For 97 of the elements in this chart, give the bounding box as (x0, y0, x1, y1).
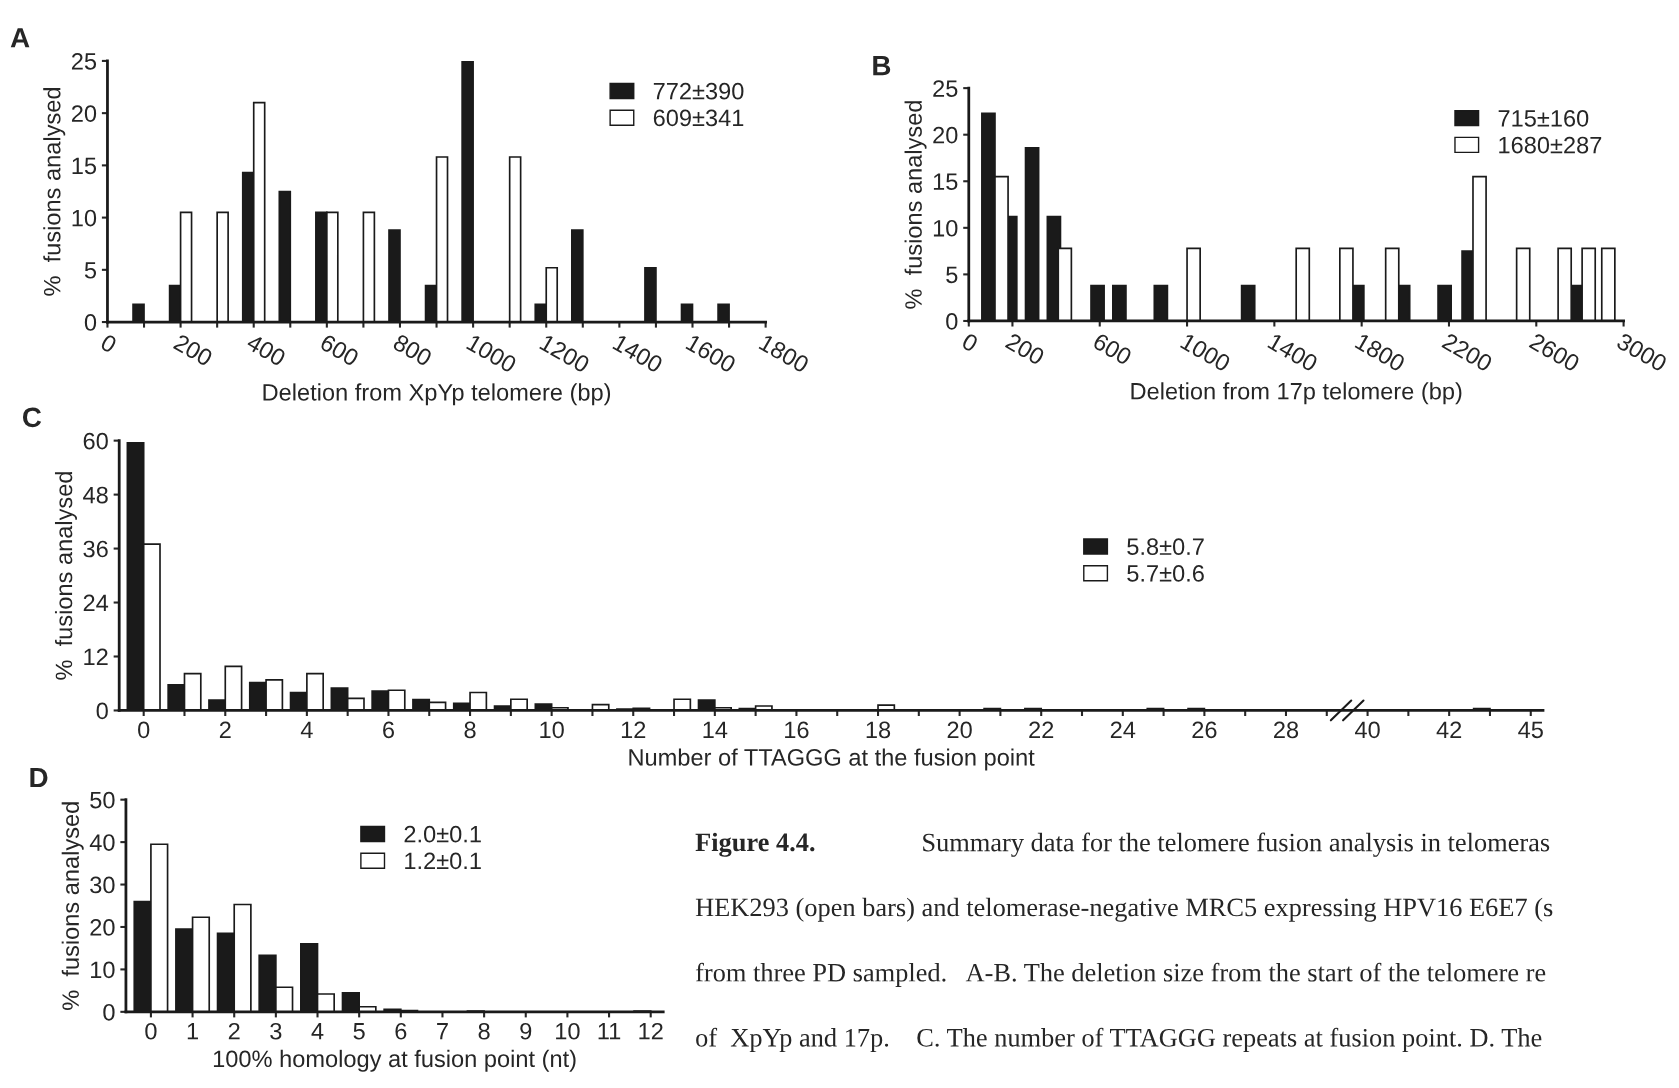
x-axis-title: 100% homology at fusion point (nt) (213, 1049, 576, 1072)
y-tick-label: 20 (90, 919, 115, 936)
x-tick-label: 0 (145, 1022, 157, 1040)
x-axis-title: Deletion from 17p telomere (bp) (1131, 382, 1462, 405)
legend-label: 1680±287 (1499, 136, 1602, 154)
y-tick-label: 12 (84, 648, 108, 666)
y-axis-title: % fusions analysed (61, 802, 84, 1010)
y-tick-label: 48 (83, 486, 108, 504)
y-tick-label: 25 (933, 80, 958, 97)
x-tick-label: 1800 (1354, 332, 1407, 373)
x-axis-title: Number of TTAGGG at the fusion point (629, 748, 1035, 771)
x-tick-label: 2 (219, 721, 231, 738)
x-tick-label: 3000 (1615, 332, 1668, 373)
x-axis-title: Deletion from XpYp telomere (bp) (263, 383, 611, 406)
x-tick-label: 40 (1354, 721, 1380, 739)
x-tick-label: 2200 (1441, 332, 1494, 373)
y-tick-label: 5 (84, 262, 97, 279)
y-tick-label: 0 (103, 1003, 115, 1021)
text: Summary data for the telomere fusion analysis in telomeras (923, 832, 1550, 857)
y-tick-label: 50 (90, 791, 115, 809)
text: from three PD sampled. A-B. The deletion size from the start of the telomere re (695, 962, 1546, 987)
x-tick-label: 9 (520, 1022, 532, 1040)
x-tick-label: 2600 (1528, 332, 1581, 373)
chart-title: A (10, 28, 30, 48)
x-tick-label: 4 (300, 721, 313, 738)
x-tick-label: 4 (311, 1023, 324, 1040)
y-tick-label: 0 (84, 314, 97, 331)
x-tick-label: 22 (1029, 721, 1054, 738)
x-tick-label: 1400 (1267, 332, 1319, 373)
x-tick-label: 45 (1518, 721, 1543, 739)
y-tick-label: 10 (91, 961, 115, 979)
y-axis-title: % fusions analysed (904, 101, 927, 309)
legend-label: 5.7±0.6 (1127, 565, 1204, 582)
y-tick-label: 25 (71, 53, 97, 70)
x-tick-label: 16 (785, 721, 809, 739)
x-tick-label: 28 (1274, 721, 1299, 739)
x-tick-label: 18 (866, 721, 891, 739)
x-tick-label: 200 (172, 333, 214, 367)
text: HEK293 (open bars) and telomerase-negative MRC5 expressing HPV16 E6E7 (s (695, 897, 1553, 922)
x-tick-label: 0 (138, 721, 150, 739)
legend-label: 609±341 (653, 109, 744, 127)
legend-label: 772±390 (653, 82, 744, 100)
y-tick-label: 10 (933, 219, 958, 237)
y-tick-label: 20 (71, 105, 97, 122)
y-axis-title: % fusions analysed (43, 88, 66, 296)
x-tick-label: 42 (1436, 721, 1462, 738)
x-tick-label: 1000 (465, 333, 518, 374)
chart-title: C (22, 407, 42, 428)
x-tick-label: 1000 (1179, 332, 1232, 373)
chart-title: D (30, 767, 48, 788)
y-tick-label: 36 (83, 540, 108, 558)
y-axis-title: % fusions analysed (54, 472, 77, 680)
x-tick-label: 8 (478, 1022, 490, 1040)
y-tick-label: 24 (83, 594, 109, 612)
legend-label: 5.8±0.7 (1127, 538, 1204, 556)
x-tick-label: 600 (319, 333, 360, 367)
x-tick-label: 1800 (758, 333, 810, 374)
y-tick-label: 60 (83, 432, 108, 450)
x-tick-label: 10 (540, 721, 564, 739)
legend-label: 1.2±0.1 (405, 852, 481, 870)
chart-title: B (873, 56, 891, 76)
text: of XpYp and 17p. C. The number of TTAGGG repeats at fusion point. D. The (696, 1027, 1542, 1053)
x-tick-label: 200 (1004, 332, 1046, 366)
y-tick-label: 15 (72, 157, 97, 175)
y-tick-label: 15 (933, 173, 958, 191)
x-tick-label: 0 (960, 332, 980, 353)
y-tick-label: 20 (933, 126, 958, 144)
x-tick-label: 400 (245, 333, 287, 367)
legend-label: 715±160 (1498, 110, 1589, 127)
x-tick-label: 3 (270, 1022, 282, 1040)
x-tick-label: 7 (437, 1023, 448, 1040)
x-tick-label: 12 (621, 721, 646, 738)
x-tick-label: 14 (703, 721, 728, 738)
x-tick-label: 1600 (685, 333, 737, 374)
legend-label: 2.0±0.1 (404, 825, 481, 843)
x-tick-label: 24 (1110, 721, 1136, 738)
x-tick-label: 6 (383, 721, 394, 739)
y-tick-label: 0 (96, 702, 108, 720)
caption: Figure 4.4. (695, 832, 815, 857)
x-tick-label: 6 (395, 1022, 407, 1040)
x-tick-label: 8 (464, 721, 476, 739)
y-tick-label: 30 (90, 876, 115, 894)
x-tick-label: 1400 (612, 333, 664, 374)
y-tick-label: 40 (89, 834, 115, 851)
x-tick-label: 10 (556, 1022, 580, 1040)
x-tick-label: 800 (392, 333, 433, 367)
x-tick-label: 5 (353, 1023, 365, 1040)
y-tick-label: 0 (946, 313, 958, 330)
y-tick-label: 5 (946, 266, 958, 284)
x-tick-label: 11 (598, 1023, 621, 1040)
x-tick-label: 1 (187, 1023, 198, 1040)
x-tick-label: 12 (639, 1022, 663, 1040)
x-tick-label: 2 (228, 1022, 240, 1040)
x-tick-label: 1200 (539, 333, 591, 374)
y-tick-label: 10 (72, 209, 97, 227)
x-tick-label: 26 (1192, 721, 1217, 739)
x-tick-label: 600 (1092, 332, 1133, 366)
